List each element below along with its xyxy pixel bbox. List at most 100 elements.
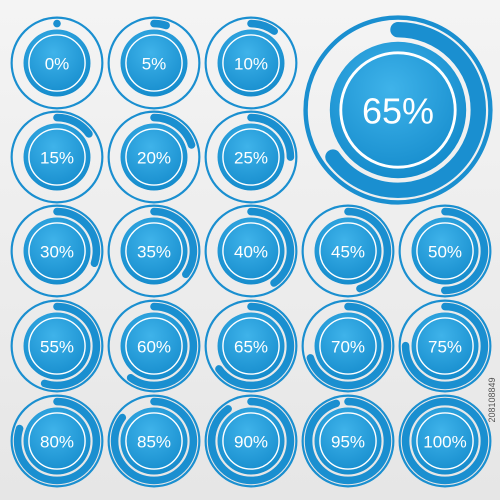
inner-ring — [222, 412, 280, 470]
disc — [411, 407, 479, 475]
disc — [23, 312, 91, 380]
progress-arc — [110, 397, 198, 485]
outer-ring — [204, 299, 298, 393]
inner-ring — [339, 51, 457, 169]
percent-label: 35% — [137, 243, 171, 262]
inner-ring — [28, 317, 86, 375]
disc — [120, 123, 188, 191]
progress-arc — [304, 397, 392, 485]
percent-label: 80% — [40, 433, 74, 452]
progress-arc — [13, 207, 101, 295]
disc — [23, 123, 91, 191]
percent-label: 20% — [137, 149, 171, 168]
inner-ring — [416, 222, 474, 280]
inner-ring — [125, 34, 183, 92]
progress-arc — [304, 302, 392, 390]
inner-ring — [222, 317, 280, 375]
progress-arc — [110, 207, 198, 295]
outer-ring — [10, 110, 104, 204]
outer-ring — [204, 394, 298, 488]
inner-ring — [28, 222, 86, 280]
outer-ring — [107, 110, 201, 204]
outer-ring — [10, 299, 104, 393]
inner-ring — [125, 222, 183, 280]
progress-arc — [309, 21, 487, 198]
outer-ring — [107, 16, 201, 110]
inner-ring — [222, 34, 280, 92]
progress-arc — [110, 302, 198, 390]
outer-ring — [303, 15, 493, 205]
percent-label: 90% — [234, 433, 268, 452]
outer-ring — [398, 204, 492, 298]
percent-label: 60% — [137, 338, 171, 357]
percent-label: 5% — [142, 55, 167, 74]
percent-label: 65% — [234, 338, 268, 357]
percent-label: 40% — [234, 243, 268, 262]
progress-arc — [207, 207, 295, 295]
progress-arc — [110, 113, 198, 201]
outer-ring — [10, 16, 104, 110]
outer-ring — [301, 299, 395, 393]
disc — [217, 217, 285, 285]
inner-ring — [28, 34, 86, 92]
inner-ring — [319, 317, 377, 375]
percent-label: 0% — [45, 55, 70, 74]
disc — [120, 312, 188, 380]
percent-label: 15% — [40, 149, 74, 168]
progress-arc — [207, 302, 295, 390]
disc — [23, 29, 91, 97]
percent-label: 75% — [428, 338, 462, 357]
inner-ring — [28, 412, 86, 470]
inner-ring — [416, 317, 474, 375]
percent-label: 85% — [137, 433, 171, 452]
disc — [217, 123, 285, 191]
progress-arc — [13, 302, 101, 390]
disc — [314, 407, 382, 475]
progress-arc — [13, 397, 101, 485]
percent-label: 45% — [331, 243, 365, 262]
outer-ring — [204, 204, 298, 298]
outer-ring — [10, 204, 104, 298]
outer-ring — [301, 204, 395, 298]
percent-label: 10% — [234, 55, 268, 74]
outer-ring — [398, 299, 492, 393]
percent-label: 70% — [331, 338, 365, 357]
watermark: 208108849 — [487, 377, 497, 422]
progress-arc — [207, 397, 295, 485]
disc — [314, 312, 382, 380]
outer-ring — [107, 394, 201, 488]
percent-label: 50% — [428, 243, 462, 262]
percent-label: 65% — [362, 91, 434, 132]
disc — [120, 407, 188, 475]
outer-ring — [301, 394, 395, 488]
disc — [217, 407, 285, 475]
outer-ring — [10, 394, 104, 488]
outer-ring — [107, 204, 201, 298]
progress-arc — [401, 207, 489, 295]
inner-ring — [125, 128, 183, 186]
progress-arc — [13, 113, 101, 201]
disc — [120, 29, 188, 97]
disc — [120, 217, 188, 285]
inner-ring — [28, 128, 86, 186]
disc — [217, 29, 285, 97]
percent-label: 30% — [40, 243, 74, 262]
outer-ring — [398, 394, 492, 488]
outer-ring — [204, 16, 298, 110]
percent-label: 100% — [423, 433, 466, 452]
inner-ring — [125, 317, 183, 375]
disc — [411, 217, 479, 285]
progress-arc — [401, 302, 489, 390]
inner-ring — [416, 412, 474, 470]
inner-ring — [222, 128, 280, 186]
progress-arc — [304, 207, 392, 295]
progress-arc — [110, 19, 198, 107]
disc — [329, 41, 467, 179]
progress-arc — [13, 19, 101, 107]
disc — [23, 217, 91, 285]
disc — [411, 312, 479, 380]
inner-ring — [222, 222, 280, 280]
outer-ring — [107, 299, 201, 393]
disc — [217, 312, 285, 380]
